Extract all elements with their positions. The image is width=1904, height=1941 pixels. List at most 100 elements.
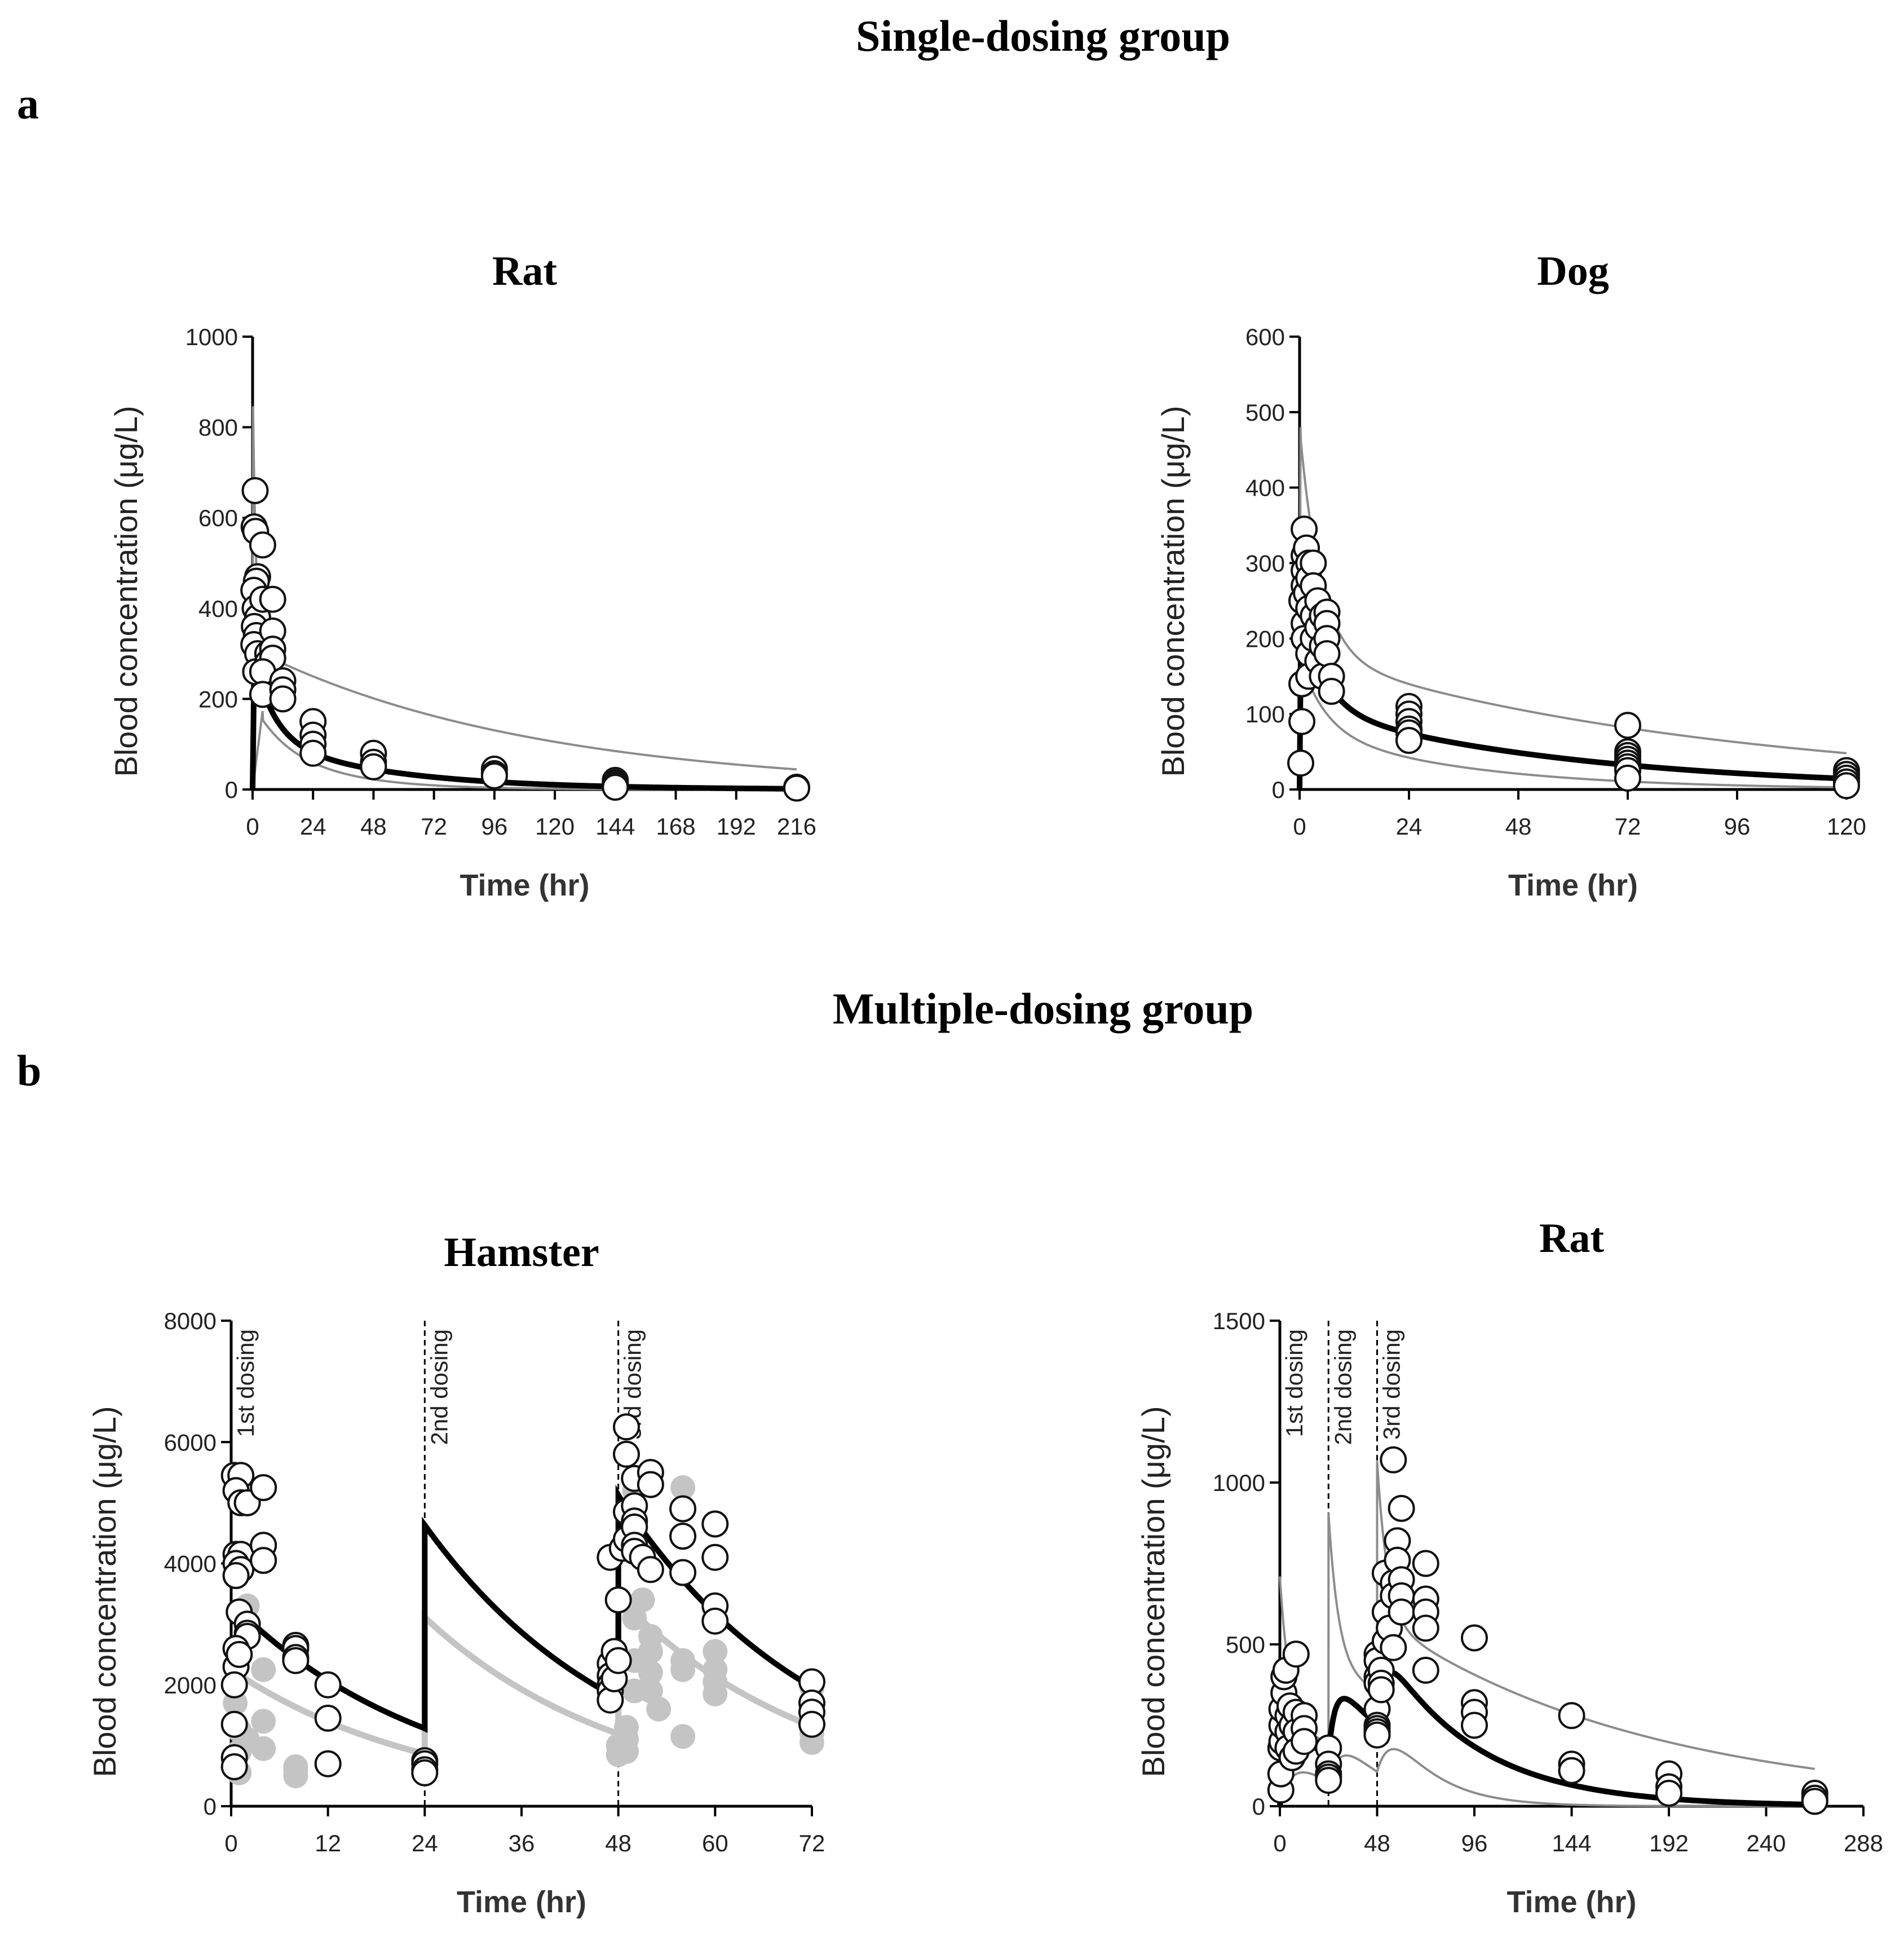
observed-point-open [669, 1495, 697, 1523]
section-a-letter: a [17, 79, 39, 128]
observed-point-filled [251, 1657, 276, 1682]
x-tick-label: 48 [1364, 1830, 1390, 1856]
observed-point-open [282, 1647, 310, 1674]
y-tick-label: 400 [198, 595, 238, 622]
observed-point-open [701, 1543, 729, 1571]
observed-point-open [226, 1640, 253, 1668]
observed-point-filled [638, 1639, 663, 1664]
observed-point-open [602, 774, 629, 801]
chart-title: Hamster [444, 1229, 599, 1276]
observed-point-open [249, 531, 276, 559]
x-tick-label: 0 [1293, 813, 1306, 840]
observed-point-open [1300, 549, 1327, 577]
observed-point-filled [646, 1696, 672, 1722]
y-tick-label: 1000 [1213, 1470, 1265, 1496]
observed-point-open [1388, 1598, 1415, 1626]
observed-point-open [1318, 678, 1345, 705]
median-model-curve [1277, 1670, 1815, 1808]
hamster-multiple-chart: Hamster 0 2000 4000 6000 8000 0 12 24 36 48 60 72 Tim… [87, 1229, 825, 1919]
y-tick-label: 0 [204, 1793, 217, 1820]
observed-point-open [1558, 1757, 1585, 1784]
observed-point-open [669, 1559, 697, 1586]
y-tick-label: 800 [198, 414, 238, 441]
observed-point-open [1614, 712, 1641, 739]
y-tick-label: 500 [1245, 399, 1285, 426]
observed-point-open [669, 1523, 697, 1550]
upper-bound-curve [251, 406, 797, 790]
dosing-label: 2nd dosing [1329, 1329, 1356, 1445]
y-tick-label: 600 [1245, 324, 1285, 350]
dosing-label: 3rd dosing [1379, 1329, 1405, 1440]
observed-point-open [360, 753, 387, 780]
x-tick-label: 48 [360, 813, 387, 840]
x-tick-label: 216 [777, 813, 816, 840]
observed-point-open [220, 1710, 248, 1738]
x-tick-label: 120 [535, 813, 575, 840]
x-tick-label: 48 [1505, 813, 1532, 840]
observed-point-open [1655, 1780, 1682, 1807]
observed-point-filled [670, 1657, 696, 1682]
observed-point-open [1558, 1702, 1585, 1730]
y-axis-label: Blood concentration (μg/L) [87, 1406, 122, 1777]
observed-point-filled [251, 1736, 276, 1761]
observed-point-open [1801, 1788, 1828, 1815]
observed-point-open [613, 1440, 640, 1468]
rat-single-chart: Rat 0 200 400 600 800 1000 0 24 48 72 96 120 144 168 19… [108, 248, 816, 902]
observed-point-open [299, 739, 327, 767]
observed-point-open [637, 1556, 664, 1583]
section-a-title: Single-dosing group [856, 11, 1230, 60]
rat-multiple-chart: Rat 0 500 1000 1500 0 48 96 144 192 240 288 Time (hr… [1136, 1215, 1883, 1919]
observed-point-open [1614, 764, 1641, 792]
chart-title: Rat [1539, 1215, 1604, 1261]
x-tick-label: 168 [656, 813, 696, 840]
x-tick-label: 24 [1396, 813, 1423, 840]
y-tick-label: 0 [1252, 1793, 1265, 1820]
x-tick-label: 144 [595, 813, 635, 840]
observed-point-open [1282, 1640, 1310, 1668]
y-axis-label: Blood concentration (μg/L) [1155, 406, 1191, 777]
y-tick-label: 1000 [185, 324, 238, 350]
y-axis-label: Blood concentration (μg/L) [1136, 1406, 1171, 1777]
observed-point-open [1412, 1656, 1439, 1684]
x-axis-label: Time (hr) [457, 1885, 586, 1919]
observed-point-open [1380, 1446, 1407, 1474]
observed-point-open [1367, 1676, 1395, 1704]
observed-point-open [1380, 1634, 1407, 1661]
x-tick-label: 12 [315, 1830, 341, 1856]
observed-point-open [1461, 1624, 1488, 1652]
y-tick-label: 600 [198, 505, 238, 531]
observed-point-open [701, 1510, 729, 1538]
x-axis-label: Time (hr) [460, 868, 589, 902]
observed-point-filled [670, 1724, 696, 1749]
x-axis-label: Time (hr) [1507, 1885, 1636, 1919]
x-tick-label: 72 [1615, 813, 1641, 840]
x-tick-label: 288 [1844, 1830, 1883, 1856]
x-tick-label: 120 [1827, 813, 1866, 840]
observed-point-open [1412, 1550, 1439, 1577]
x-tick-label: 96 [1461, 1830, 1488, 1856]
upper-bound-curve [1279, 1461, 1815, 1770]
lower-bound-curve [1298, 657, 1846, 790]
y-tick-label: 6000 [164, 1429, 217, 1455]
observed-point-open [222, 1562, 250, 1589]
y-axis-label: Blood concentration (μg/L) [108, 406, 144, 777]
observed-point-filled [703, 1681, 728, 1706]
section-b-title: Multiple-dosing group [833, 984, 1253, 1033]
x-tick-label: 72 [421, 813, 447, 840]
x-tick-label: 72 [799, 1830, 825, 1856]
observed-point-filled [630, 1587, 655, 1613]
x-tick-label: 0 [224, 1830, 237, 1856]
dosing-label: 1st dosing [232, 1329, 259, 1437]
y-tick-label: 500 [1226, 1631, 1265, 1658]
observed-point-open [798, 1710, 825, 1738]
x-tick-label: 96 [481, 813, 508, 840]
median-model-curve [1297, 605, 1847, 790]
observed-point-open [250, 1474, 277, 1501]
observed-point-open [1461, 1711, 1488, 1739]
x-tick-label: 24 [300, 813, 326, 840]
x-tick-label: 192 [1649, 1830, 1689, 1856]
x-axis-label: Time (hr) [1508, 868, 1638, 902]
x-tick-label: 48 [605, 1830, 631, 1856]
x-tick-label: 240 [1746, 1830, 1786, 1856]
